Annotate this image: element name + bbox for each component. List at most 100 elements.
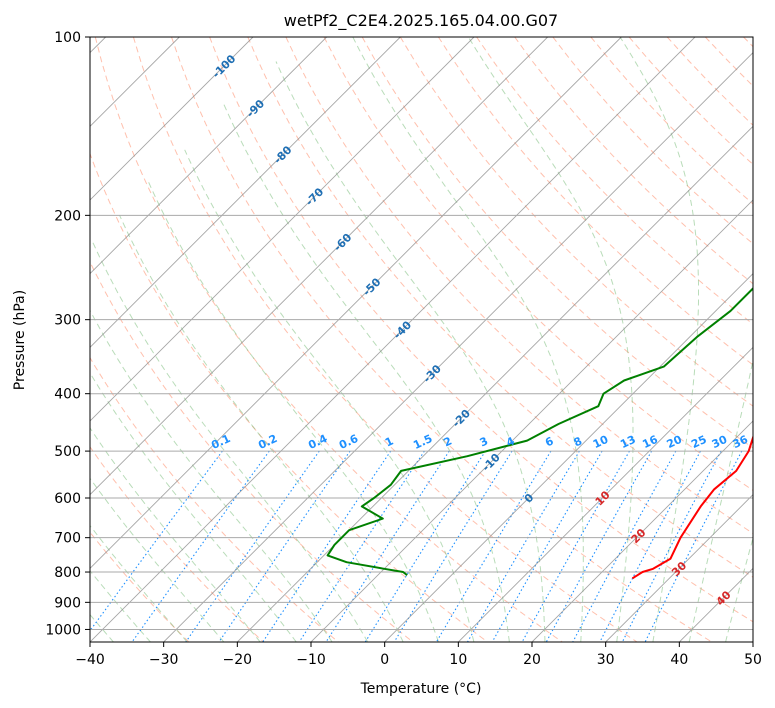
mixing-ratio-line [572,450,677,642]
mixing-ratio-line [90,450,223,632]
dry-adiabat-label: -100 [210,52,239,81]
isotherm-line [310,199,753,642]
isotherm-line [90,37,548,496]
isotherm-line [90,37,254,201]
line-labels: -100-90-80-70-60-50-40-30-20-100 10203040… [209,52,750,608]
y-axis: 100 200 300 400 500 600 700 800 900 1000 [45,30,90,638]
x-tick-label: −40 [75,652,105,668]
x-tick-label: −20 [223,652,253,668]
y-tick-label: 900 [54,595,81,611]
x-tick-label: 10 [449,652,467,668]
moist-adiabat-label: 10 [593,488,613,508]
mixing-ratio-line [621,450,722,642]
moist-adiabat-line [90,524,188,642]
x-tick-label: −10 [296,652,326,668]
isotherm-line [90,37,622,569]
isotherm-line [90,37,401,348]
mixing-ratio-label: 30 [710,433,730,451]
mixing-ratio-line [545,450,653,642]
isotherm-line [605,494,753,642]
mixing-ratio-line [435,450,552,642]
dry-adiabat-label: -50 [360,275,383,298]
profile-lines [326,286,753,580]
moist-adiabat-line [275,61,546,642]
y-tick-label: 100 [54,30,81,46]
moist-adiabat-label: 40 [714,588,734,608]
plot-frame [89,36,754,643]
moist-adiabat-line [467,37,634,642]
mixing-ratio-label: 0.1 [209,432,232,452]
mixing-ratio-label: 6 [543,434,556,449]
dry-adiabat-line [514,37,753,285]
dry-adiabat-label: -60 [331,231,354,254]
mixing-ratio-label: 0.4 [306,432,329,452]
mixing-ratio-label: 16 [640,433,660,451]
dry-adiabat-label: -80 [271,143,294,166]
dry-adiabat-line [590,37,753,205]
dry-adiabat-label: -20 [450,407,473,430]
y-tick-label: 600 [54,491,81,507]
x-axis: −40 −30 −20 −10 0 10 20 30 40 50 [75,642,762,668]
x-tick-label: 20 [523,652,541,668]
dry-adiabat-label: -10 [480,451,503,474]
dry-adiabat-line [94,37,563,642]
dry-adiabat-line [90,356,339,642]
moist-adiabat-line [90,371,297,642]
dry-adiabat-label: -90 [244,97,267,120]
dry-adiabat-label: -70 [303,185,326,208]
y-tick-label: 1000 [45,622,81,638]
y-tick-label: 400 [54,387,81,403]
dry-adiabat-line [323,37,753,491]
dry-adiabat-line [90,446,264,642]
isotherm-line [458,346,753,642]
y-tick-label: 500 [54,444,81,460]
dewpoint-profile-line [326,286,753,576]
mixing-ratio-line [644,450,743,642]
moist-adiabat-label: 20 [629,526,649,546]
dry-adiabat-line [743,37,753,48]
moist-adiabat-line [91,239,369,642]
moist-adiabat-line [90,477,225,642]
x-tick-label: −30 [149,652,179,668]
mixing-ratio-label: 13 [618,433,637,451]
moist-adiabat-line [725,536,753,642]
mixing-ratio-label: 36 [731,433,751,451]
temperature-profile-line [631,434,753,580]
moist-adiabat-line [119,215,404,642]
mixing-ratio-label: 20 [665,433,685,451]
moist-adiabat-line [223,104,510,642]
isotherm-line [752,641,753,642]
mixing-ratio-label: 25 [689,433,708,451]
mixing-ratio-line [131,450,270,642]
y-tick-label: 800 [54,565,81,581]
x-tick-label: 40 [670,652,688,668]
dry-adiabat-line [666,37,753,126]
moist-adiabat-line [147,180,439,642]
isotherm-line [90,37,696,642]
moist-adiabat-line [619,37,699,642]
mixing-ratio-label: 2 [442,434,454,449]
moist-adiabat-line [90,427,261,642]
dry-adiabat-line [90,152,488,642]
moist-adiabat-line [90,309,333,642]
mixing-ratio-line [521,450,630,642]
isotherm-line [531,420,753,642]
x-tick-label: 30 [597,652,615,668]
isotherm-line [384,273,753,642]
dry-adiabat-line [437,37,753,366]
mixing-ratio-line [364,450,486,642]
moist-adiabat-line [352,37,584,642]
dry-adiabat-label: -40 [391,318,414,341]
dry-adiabat-line [552,37,753,245]
dry-adiabat-line [132,37,638,642]
y-tick-label: 200 [54,208,81,224]
background-lines [90,37,753,642]
x-axis-label: Temperature (°C) [360,681,482,697]
isotherm-line [90,37,327,275]
y-tick-label: 300 [54,313,81,329]
mixing-ratio-line [262,450,392,642]
dry-adiabat-line [247,37,753,578]
isotherm-line [90,37,475,422]
moist-adiabat-label: 30 [669,559,689,579]
